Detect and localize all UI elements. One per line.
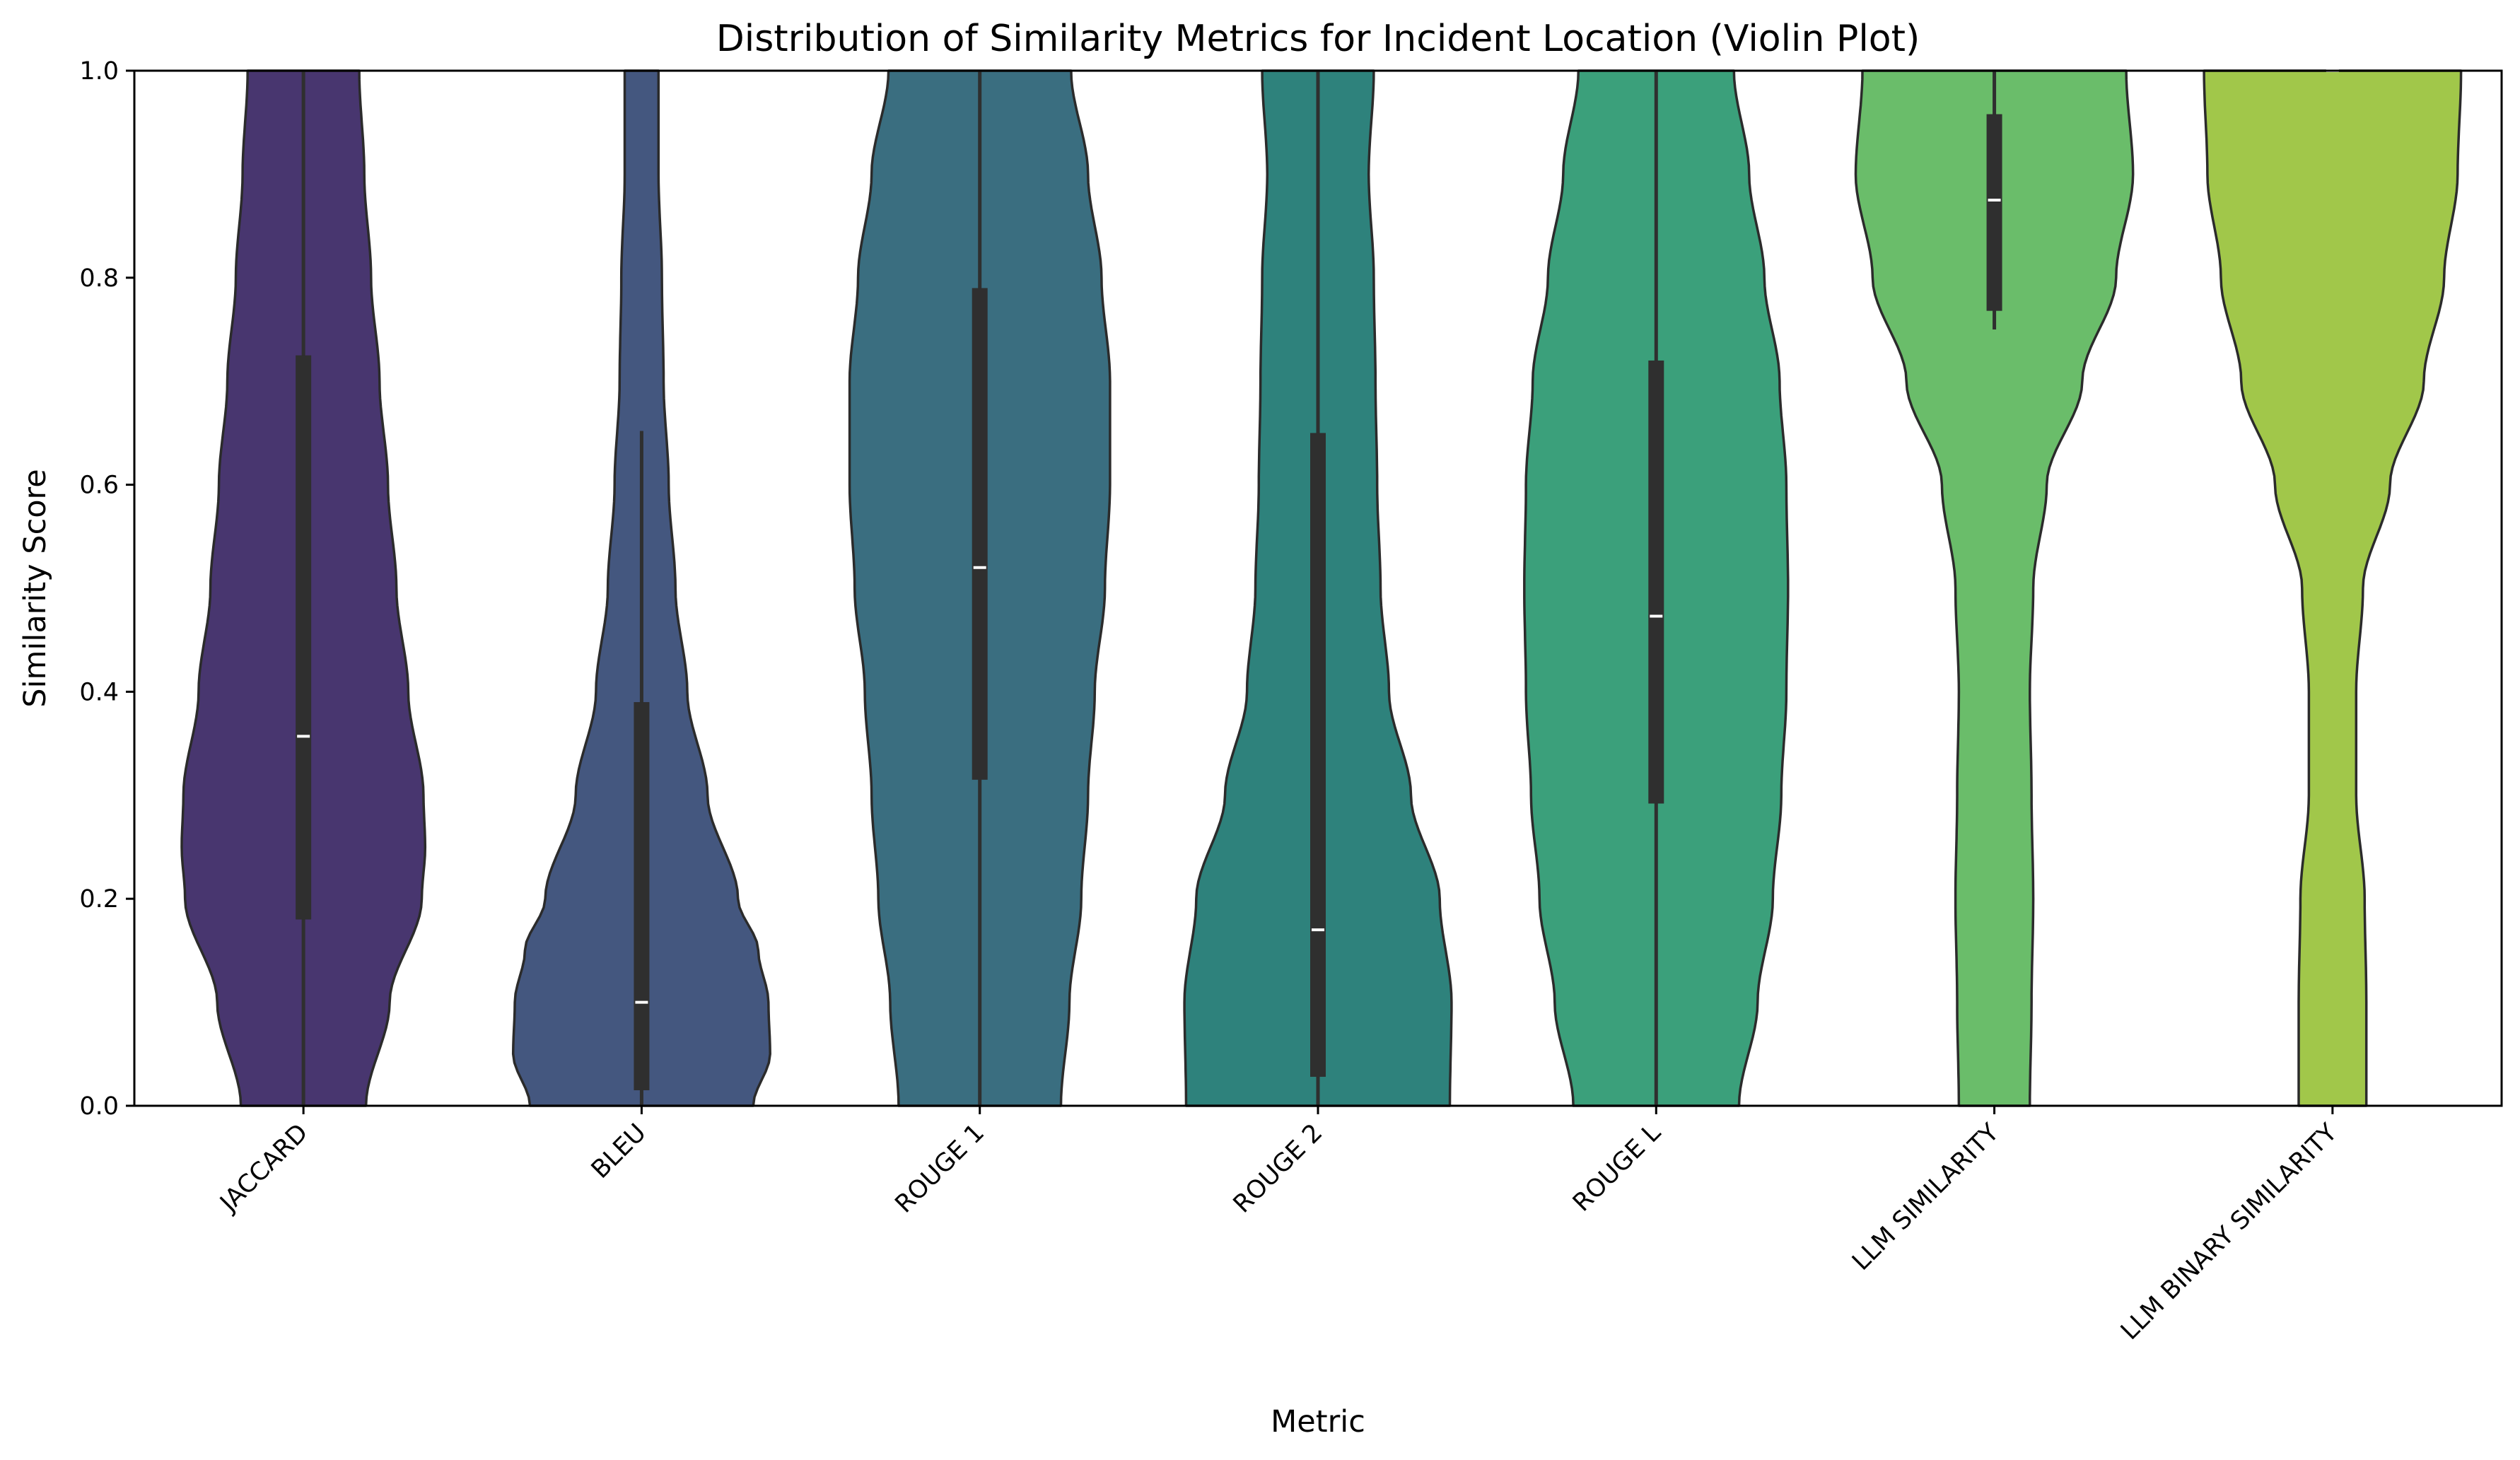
y-axis: 0.0 0.2 0.4 0.6 0.8 1.0 bbox=[79, 57, 134, 1121]
y-tick-label: 0.6 bbox=[79, 472, 119, 500]
x-axis: JACCARD BLEU ROUGE 1 ROUGE 2 ROUGE L LLM SIMI… bbox=[214, 1106, 2343, 1345]
y-tick-label: 0.8 bbox=[79, 264, 119, 293]
x-tick-label-rouge-1: ROUGE 1 bbox=[890, 1119, 991, 1219]
chart-title: Distribution of Similarity Metrics for I… bbox=[716, 18, 1920, 60]
x-axis-label: Metric bbox=[1271, 1404, 1365, 1439]
violin-llm-binary-similarity bbox=[2203, 69, 2463, 1107]
y-tick-label: 0.0 bbox=[79, 1092, 119, 1121]
x-tick-label-rouge-l: ROUGE L bbox=[1568, 1119, 1667, 1217]
iqr-box-llm-similarity bbox=[1986, 114, 2002, 311]
iqr-box-rouge-2 bbox=[1310, 433, 1326, 1078]
iqr-box-rouge-l bbox=[1648, 360, 1664, 804]
y-tick-label: 1.0 bbox=[79, 57, 119, 86]
iqr-box-rouge-1 bbox=[972, 288, 988, 780]
iqr-box-bleu bbox=[634, 702, 650, 1091]
x-tick-label-llm-binary-similarity: LLM BINARY SIMILARITY bbox=[2116, 1119, 2343, 1346]
y-tick-label: 0.4 bbox=[79, 678, 119, 706]
iqr-box-jaccard bbox=[296, 355, 312, 920]
x-tick-label-bleu: BLEU bbox=[586, 1119, 652, 1184]
x-tick-label-rouge-2: ROUGE 2 bbox=[1228, 1119, 1329, 1219]
violins-group bbox=[180, 69, 2463, 1107]
x-tick-label-jaccard: JACCARD bbox=[214, 1119, 314, 1218]
y-axis-label: Similarity Score bbox=[18, 469, 53, 707]
x-tick-label-llm-similarity: LLM SIMILARITY bbox=[1847, 1119, 2005, 1276]
y-tick-label: 0.2 bbox=[79, 885, 119, 913]
